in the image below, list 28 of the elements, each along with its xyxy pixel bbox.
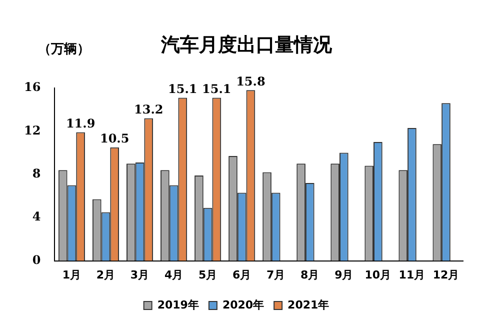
chart-title: 汽车月度出口量情况 (161, 34, 332, 56)
x-tick-label: 12月 (432, 268, 460, 282)
y-axis-title: （万辆） (38, 41, 90, 58)
x-tick-label: 9月 (334, 268, 354, 282)
y-tick-label: 12 (24, 123, 41, 138)
x-tick-label: 4月 (164, 268, 184, 282)
legend-label: 2020年 (222, 298, 264, 312)
data-label: 10.5 (100, 132, 130, 146)
x-tick-label: 7月 (266, 268, 286, 282)
y-tick-label: 0 (32, 252, 41, 267)
y-tick-label: 4 (32, 210, 41, 224)
data-label: 11.9 (66, 116, 96, 130)
x-tick-label: 2月 (96, 268, 116, 282)
y-tick-label: 8 (32, 166, 41, 181)
data-label: 15.1 (202, 82, 232, 96)
legend-label: 2019年 (157, 298, 199, 312)
data-label: 15.1 (168, 82, 198, 96)
y-tick-label: 16 (24, 80, 41, 94)
x-tick-label: 10月 (364, 268, 392, 282)
x-tick-label: 5月 (198, 268, 218, 282)
data-label: 15.8 (236, 74, 266, 88)
x-tick-label: 11月 (398, 268, 426, 282)
x-tick-label: 8月 (300, 268, 320, 282)
data-label: 13.2 (134, 102, 164, 116)
x-tick-label: 6月 (232, 268, 252, 282)
legend-label: 2021年 (288, 298, 330, 312)
x-tick-label: 1月 (62, 268, 82, 282)
x-tick-label: 3月 (130, 268, 150, 282)
